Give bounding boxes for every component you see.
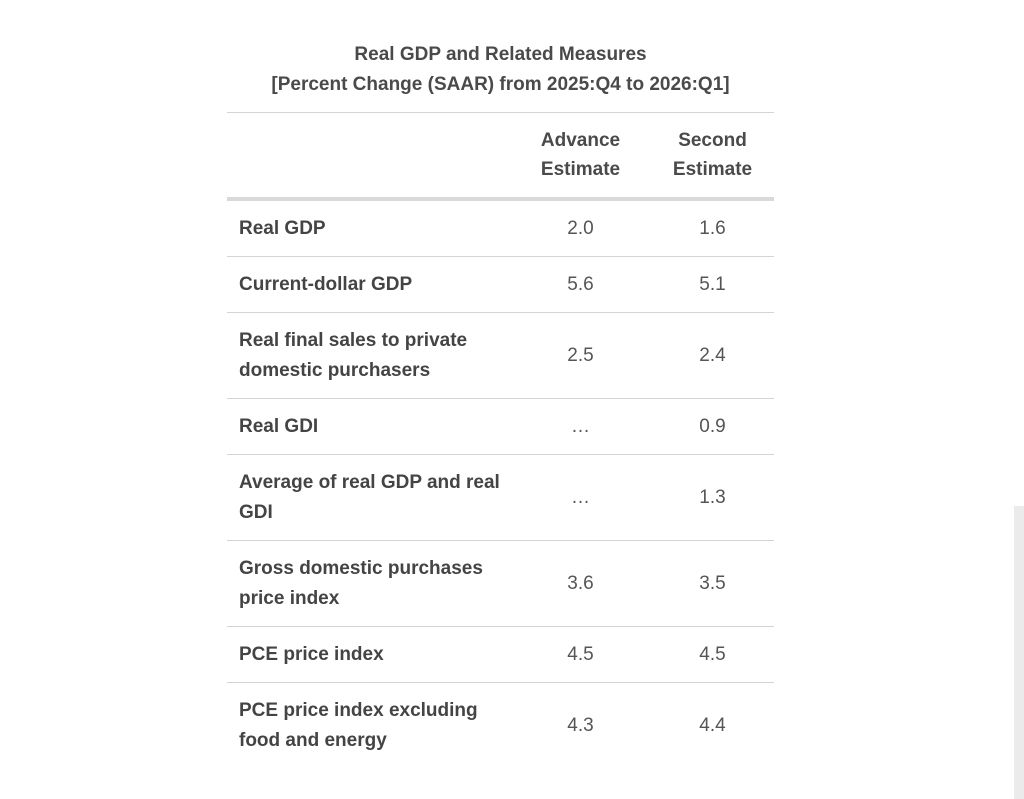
table-title: Real GDP and Related Measures xyxy=(354,44,647,65)
row-label: Real final sales to private domestic pur… xyxy=(239,329,468,381)
header-second-line-2: Estimate xyxy=(672,159,753,180)
header-second-estimate: Second Estimate xyxy=(651,113,774,200)
advance-estimate-value: 2.0 xyxy=(567,217,594,239)
header-advance-line-2: Estimate xyxy=(540,159,621,180)
row-label: PCE price index xyxy=(239,643,384,665)
second-estimate-value: 0.9 xyxy=(699,415,726,437)
second-estimate-value: 2.4 xyxy=(699,344,726,366)
advance-estimate-value: 4.5 xyxy=(567,643,594,665)
second-estimate-value: 1.3 xyxy=(699,486,726,508)
table-row-pce-price-index: PCE price index 4.5 4.5 xyxy=(227,627,774,683)
advance-estimate-value: 4.3 xyxy=(567,715,594,736)
second-estimate-value: 1.6 xyxy=(699,217,726,239)
second-estimate-value: 3.5 xyxy=(699,572,726,594)
table-caption: Real GDP and Related Measures [Percent C… xyxy=(227,40,774,112)
header-second-line-1: Second xyxy=(678,130,747,151)
gdp-table-container: Real GDP and Related Measures [Percent C… xyxy=(227,40,774,769)
gdp-table: Advance Estimate Second Estimate Real GD… xyxy=(227,112,774,769)
table-row-real-gdp: Real GDP 2.0 1.6 xyxy=(227,199,774,257)
second-estimate-value: 4.5 xyxy=(699,643,726,665)
table-row-core-pce-price-index: PCE price index excluding food and energ… xyxy=(227,683,774,770)
row-label: Gross domestic purchases price index xyxy=(239,557,483,609)
advance-estimate-value: 2.5 xyxy=(567,344,594,366)
table-row-current-dollar-gdp: Current-dollar GDP 5.6 5.1 xyxy=(227,257,774,313)
header-label-column xyxy=(227,113,510,200)
header-advance-line-1: Advance xyxy=(540,130,621,151)
header-advance-estimate: Advance Estimate xyxy=(510,113,651,200)
table-row-real-final-sales: Real final sales to private domestic pur… xyxy=(227,313,774,399)
table-header-row: Advance Estimate Second Estimate xyxy=(227,112,774,200)
row-label: PCE price index excluding food and energ… xyxy=(239,700,478,751)
row-label: Average of real GDP and real GDI xyxy=(239,471,500,523)
second-estimate-value: 4.4 xyxy=(699,715,726,736)
row-label: Current-dollar GDP xyxy=(239,273,413,295)
row-label: Real GDP xyxy=(239,217,326,239)
advance-estimate-value: 5.6 xyxy=(567,273,594,295)
scrollbar-track[interactable] xyxy=(1014,506,1024,799)
advance-estimate-value: 3.6 xyxy=(567,572,594,594)
table-subtitle: [Percent Change (SAAR) from 2025:Q4 to 2… xyxy=(271,74,730,95)
advance-estimate-value: … xyxy=(571,415,590,437)
table-row-real-gdi: Real GDI … 0.9 xyxy=(227,399,774,455)
table-row-average-gdp-gdi: Average of real GDP and real GDI … 1.3 xyxy=(227,455,774,541)
advance-estimate-value: … xyxy=(571,486,590,508)
table-row-gross-domestic-purchases-price: Gross domestic purchases price index 3.6… xyxy=(227,541,774,627)
row-label: Real GDI xyxy=(239,415,319,437)
second-estimate-value: 5.1 xyxy=(699,273,726,295)
